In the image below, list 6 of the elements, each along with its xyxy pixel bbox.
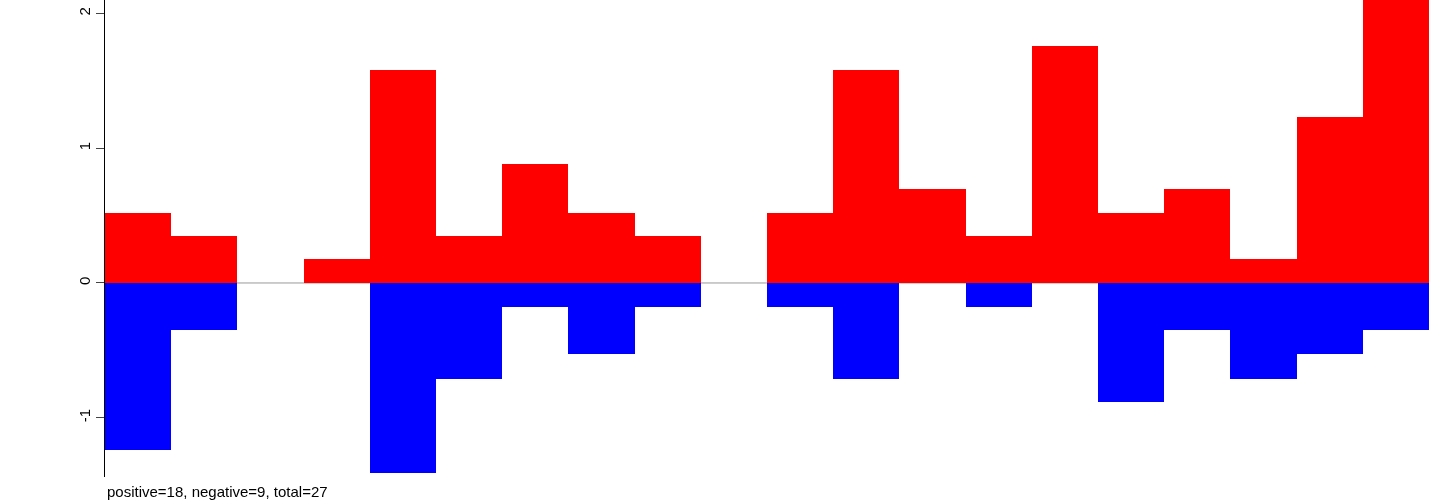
bar bbox=[966, 283, 1032, 307]
y-tick-label: -1 bbox=[76, 408, 93, 423]
y-tick-label: 2 bbox=[76, 7, 93, 16]
text: positive=18, negative=9, total=27 bbox=[107, 483, 328, 500]
y-tick-label: 0 bbox=[76, 276, 93, 285]
y-tick-label: 1 bbox=[76, 141, 93, 151]
